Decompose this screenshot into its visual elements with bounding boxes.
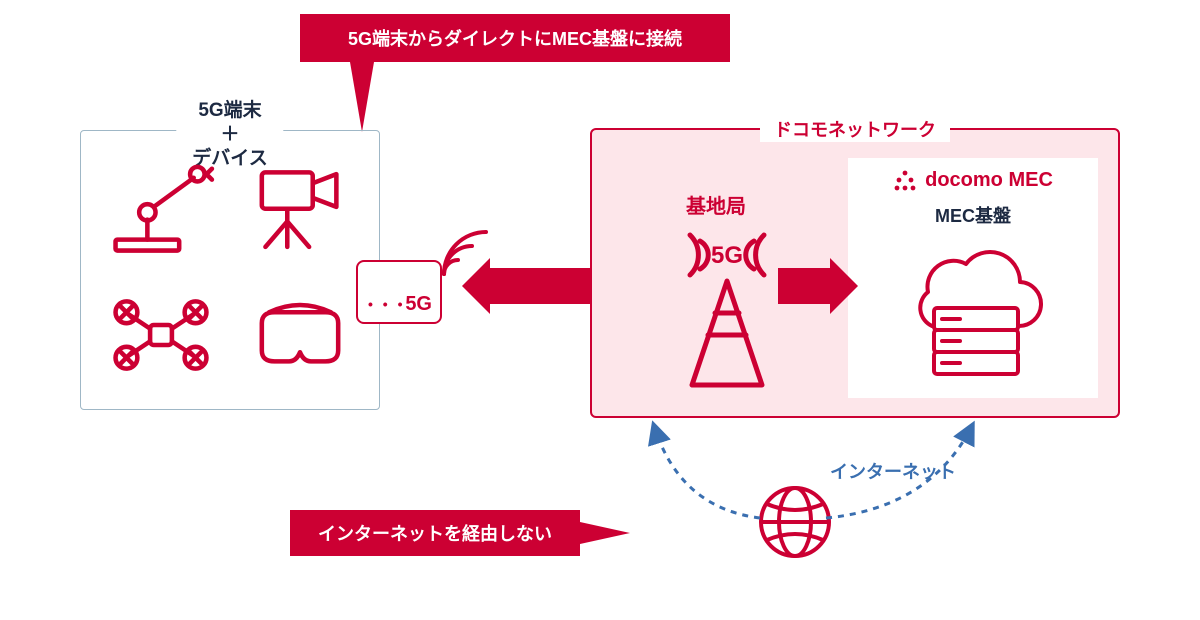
- video-camera-icon: [238, 149, 361, 262]
- callout-no-internet-text: インターネットを経由しない: [318, 520, 552, 546]
- docomo-dots-icon: [893, 168, 917, 192]
- dashed-arrow-down-left: [640, 418, 780, 538]
- terminal-label: 5G: [405, 293, 432, 316]
- arrow-right-head: [830, 258, 858, 314]
- devices-grid: [99, 149, 361, 391]
- drone-icon: [99, 278, 222, 391]
- mec-subtitle: MEC基盤: [848, 202, 1098, 228]
- base-station-icon: 5G: [652, 225, 802, 395]
- callout-top-tail: [350, 62, 374, 132]
- callout-direct-connect: 5G端末からダイレクトにMEC基盤に接続: [300, 14, 730, 62]
- terminal-dots: • • •: [368, 296, 405, 312]
- fiveg-terminal-card: • • • 5G: [356, 260, 442, 324]
- dashed-arrow-down-right: [820, 418, 990, 538]
- robot-arm-icon: [99, 149, 222, 262]
- arrow-basestation-to-mec: [778, 268, 830, 304]
- docomo-network-title: ドコモネットワーク: [760, 116, 950, 142]
- callout-bottom-tail: [580, 522, 630, 544]
- callout-direct-connect-text: 5G端末からダイレクトにMEC基盤に接続: [348, 25, 682, 51]
- docomo-mec-logo: docomo MEC: [848, 158, 1098, 192]
- base-station-label: 基地局: [686, 190, 746, 219]
- devices-box: 5G端末 ＋ デバイス: [80, 130, 380, 410]
- docomo-mec-logo-text: docomo MEC: [925, 169, 1053, 192]
- svg-text:5G: 5G: [711, 242, 743, 269]
- mec-card: docomo MEC MEC基盤: [848, 158, 1098, 398]
- mec-cloud-server-icon: [848, 234, 1098, 394]
- devices-title-plus: ＋: [220, 124, 239, 145]
- arrow-left-head: [462, 258, 490, 314]
- vr-goggles-icon: [238, 278, 361, 391]
- callout-no-internet: インターネットを経由しない: [290, 510, 580, 556]
- diagram-stage: 5G端末からダイレクトにMEC基盤に接続 5G端末 ＋ デバイス: [0, 0, 1200, 620]
- devices-title-line1: 5G端末: [198, 100, 261, 121]
